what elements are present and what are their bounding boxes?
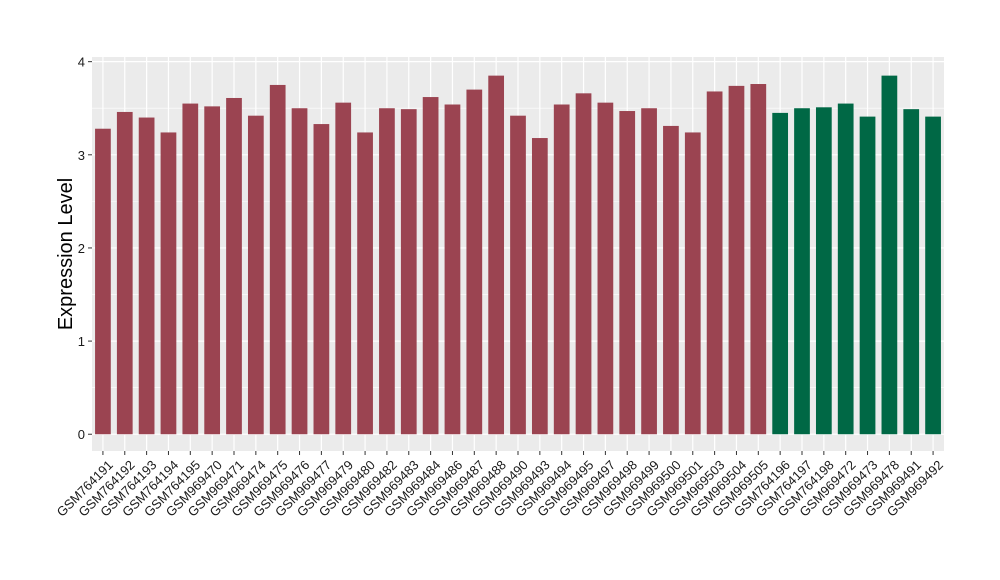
bar-GSM969497 — [597, 102, 614, 435]
bar-GSM969500 — [663, 125, 679, 435]
bar-GSM969472 — [837, 103, 854, 435]
bar-GSM969474 — [247, 115, 264, 435]
bar-GSM969482 — [379, 108, 395, 435]
bar-GSM969492 — [925, 116, 941, 435]
bar-GSM969476 — [291, 108, 308, 435]
bar-GSM969491 — [903, 109, 920, 435]
bar-GSM969501 — [684, 132, 701, 435]
bar-GSM969487 — [466, 89, 483, 435]
bar-GSM969498 — [619, 111, 636, 435]
bar-GSM969470 — [204, 106, 221, 435]
bar-GSM969499 — [641, 108, 657, 435]
bar-GSM764193 — [138, 117, 155, 435]
bar-GSM969495 — [575, 93, 592, 435]
bar-GSM764196 — [772, 112, 789, 435]
y-axis: 0 1 2 3 4 — [78, 55, 92, 442]
y-tick-label: 3 — [78, 148, 85, 163]
y-tick-label: 4 — [78, 55, 85, 70]
bar-GSM969504 — [728, 85, 745, 435]
y-tick-label: 1 — [78, 334, 85, 349]
bar-GSM969479 — [335, 102, 352, 435]
bar-GSM969475 — [269, 84, 286, 435]
y-tick-label: 0 — [78, 427, 85, 442]
bar-GSM969473 — [859, 116, 876, 435]
bar-GSM969488 — [488, 75, 505, 435]
bar-GSM764198 — [815, 107, 832, 435]
bar-GSM764191 — [95, 128, 111, 435]
bar-GSM969493 — [531, 138, 548, 435]
bar-GSM764197 — [794, 108, 810, 435]
bar-GSM969486 — [444, 104, 461, 435]
bar-GSM969471 — [226, 97, 242, 435]
x-axis: GSM764191GSM764192GSM764193GSM764194GSM7… — [54, 451, 946, 520]
bar-GSM969503 — [706, 91, 723, 435]
bars — [95, 75, 941, 435]
bar-GSM969480 — [357, 132, 373, 435]
bar-GSM969505 — [750, 84, 767, 435]
bar-GSM969494 — [553, 104, 570, 435]
bar-GSM764195 — [182, 103, 199, 435]
bar-GSM969478 — [881, 75, 898, 435]
bar-GSM764192 — [116, 111, 133, 435]
y-axis-title: Expression Level — [55, 178, 77, 330]
y-tick-label: 2 — [78, 241, 85, 256]
bar-GSM969484 — [422, 97, 439, 435]
bar-GSM969490 — [510, 115, 526, 435]
bar-GSM969483 — [400, 109, 417, 435]
bar-GSM969477 — [313, 124, 330, 435]
bar-GSM764194 — [160, 132, 177, 435]
